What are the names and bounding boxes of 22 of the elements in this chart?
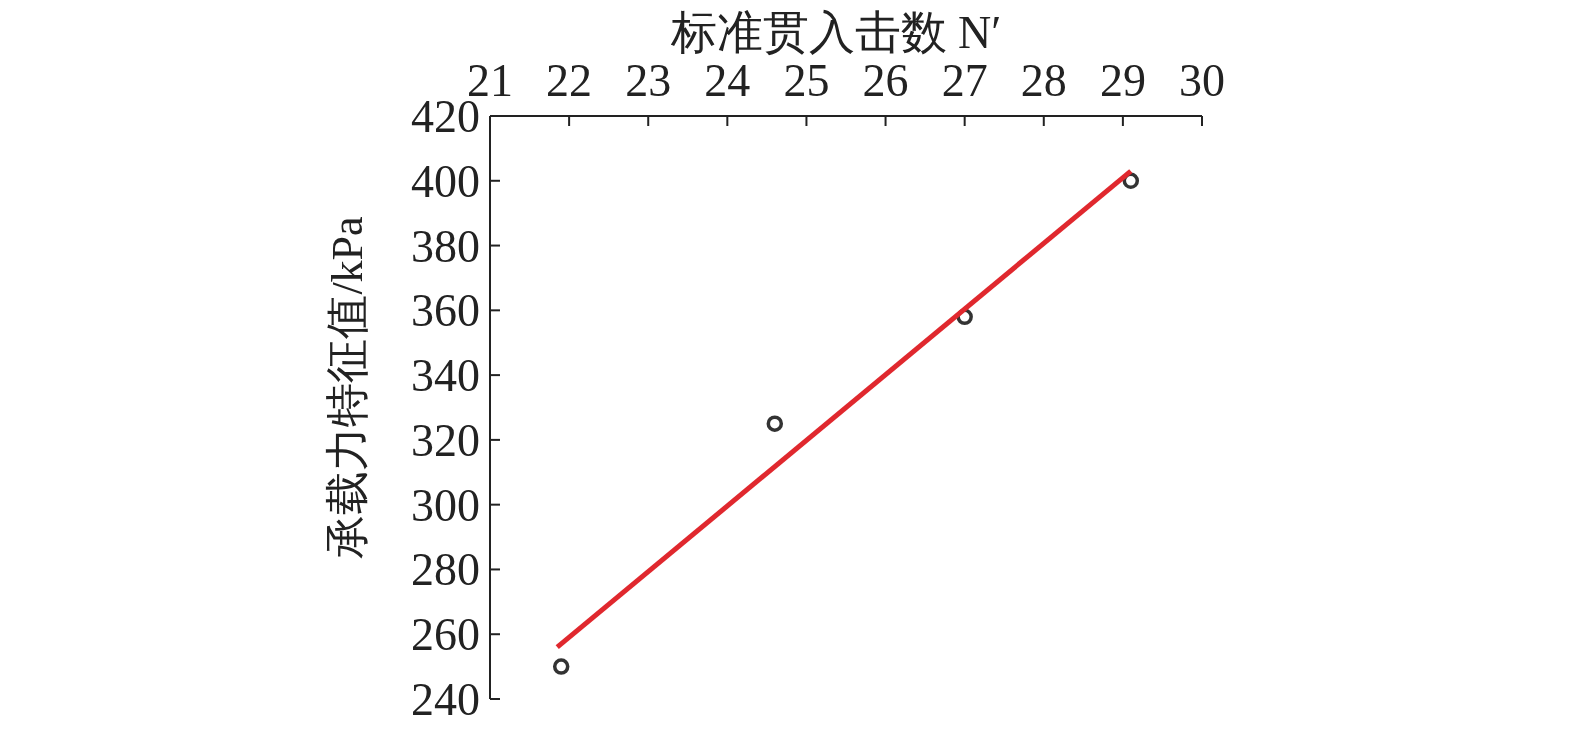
point (552, 658, 570, 675)
point (766, 415, 784, 432)
x-tick-label: 25 (783, 55, 830, 106)
y-tick-label: 340 (411, 350, 480, 402)
x-tick-label: 26 (862, 55, 909, 106)
y-tick-label: 280 (411, 544, 480, 596)
y-tick-label: 300 (411, 479, 480, 531)
x-tick-label: 24 (704, 55, 751, 106)
x-tick-label: 27 (941, 55, 988, 106)
x-tick-label: 23 (625, 55, 672, 106)
y-tick-label: 360 (411, 285, 480, 337)
x-tick-label: 22 (546, 55, 593, 106)
y-tick-label: 260 (411, 609, 480, 661)
y-tick-label: 240 (411, 674, 480, 725)
x-tick-label: 28 (1020, 55, 1067, 106)
y-tick-label: 320 (411, 414, 480, 466)
x-tick-label: 30 (1179, 55, 1225, 106)
y-tick-label: 380 (411, 220, 480, 272)
x-axis-title: 标准贯入击数 N′ (669, 7, 1002, 58)
y-tick-label: 400 (411, 155, 480, 207)
x-tick-label: 29 (1099, 55, 1146, 106)
y-axis-title: 承载力特征值/kPa (323, 216, 372, 559)
